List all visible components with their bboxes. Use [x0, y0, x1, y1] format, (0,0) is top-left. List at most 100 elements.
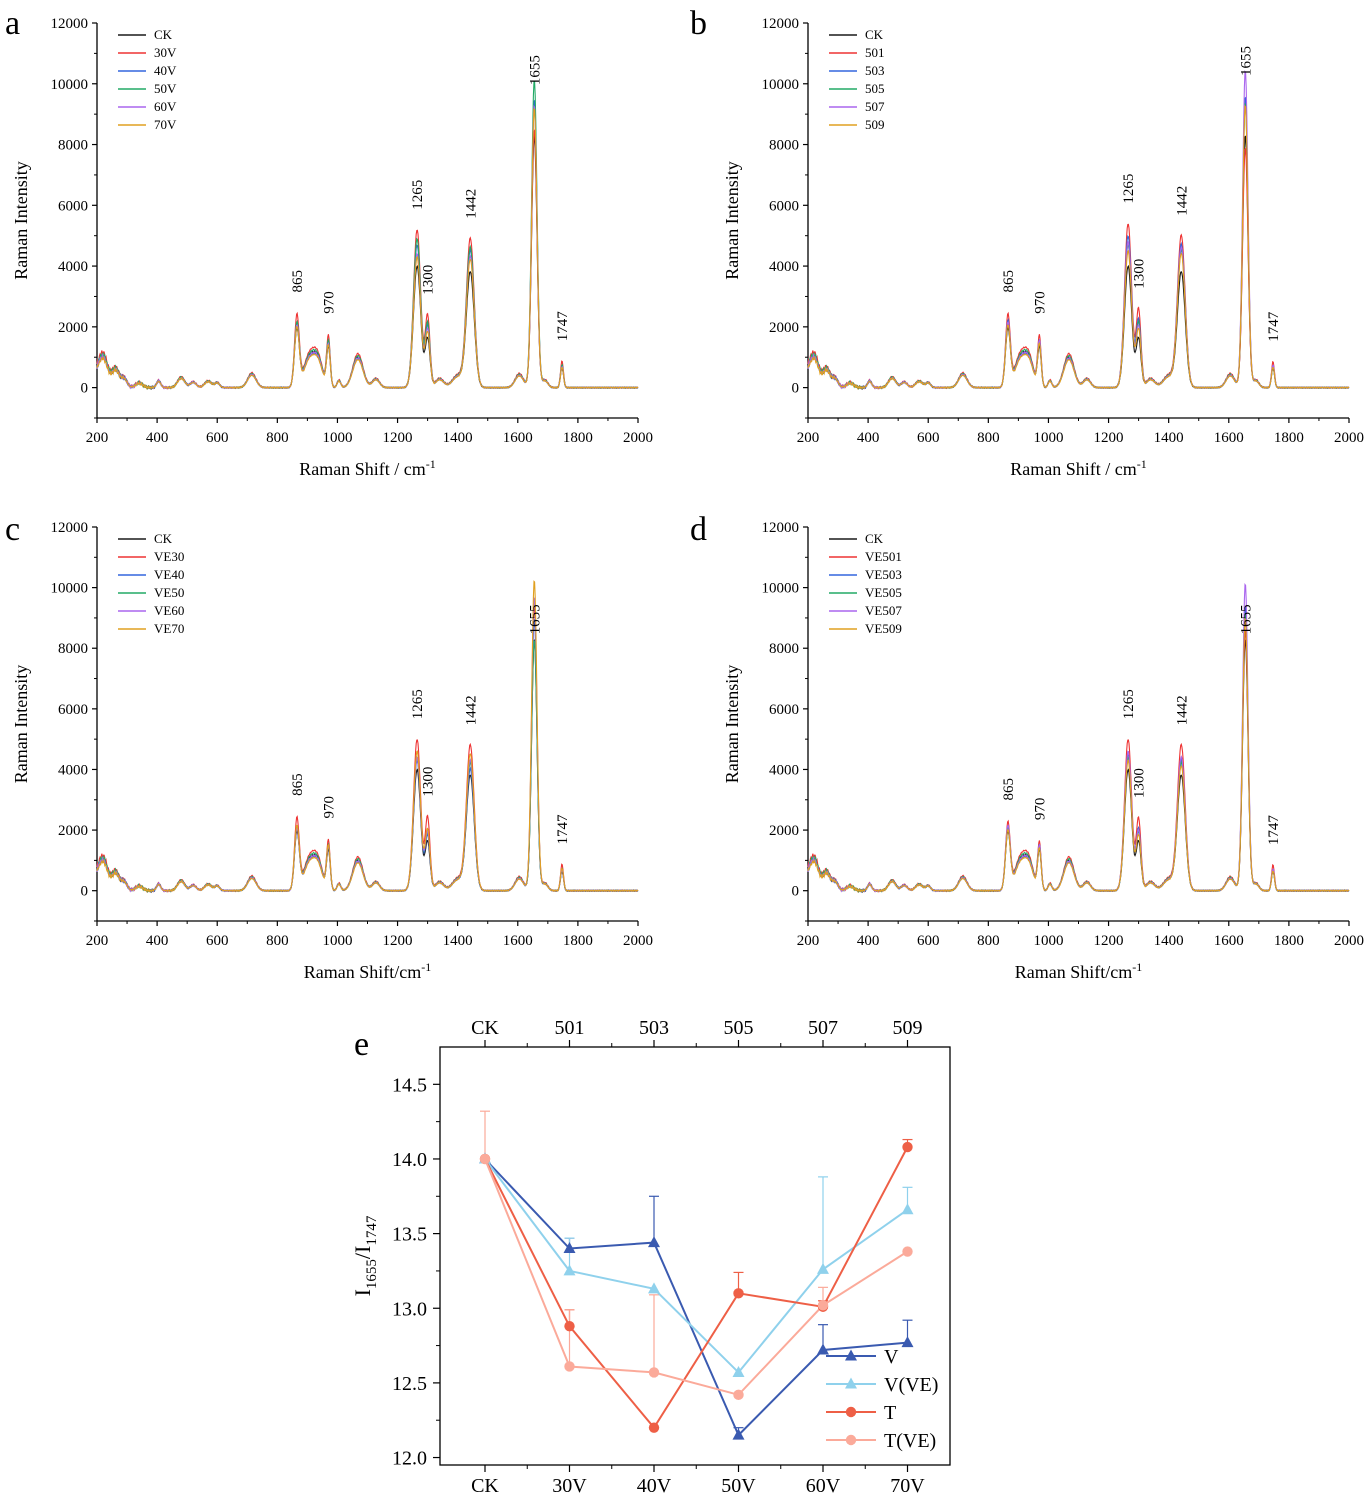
- legend-marker: [845, 1349, 857, 1361]
- series-line-T: [484, 1146, 909, 1430]
- spectrum-line-VE30: [96, 605, 639, 893]
- y-tick-label: 12000: [51, 16, 89, 32]
- y-axis-label: I1655/I1747: [350, 1215, 380, 1296]
- spectrum-line-VE501: [807, 629, 1350, 893]
- y-tick-label: 14.0: [392, 1149, 427, 1171]
- x-tick-label: 800: [977, 933, 1000, 949]
- x-tick-label: 1000: [322, 933, 352, 949]
- y-tick-label: 6000: [769, 198, 799, 214]
- x-tick-label-top: 503: [639, 1017, 669, 1039]
- legend-label: CK: [865, 531, 884, 546]
- data-point-T(VE): [564, 1361, 575, 1372]
- y-tick-label: 8000: [58, 138, 88, 154]
- legend-label: 509: [865, 117, 885, 132]
- spectrum-line-CK: [807, 639, 1349, 894]
- y-tick-label: 10000: [51, 77, 89, 93]
- x-axis-label: Raman Shift / cm-1: [299, 457, 435, 479]
- y-label-sub: 1747: [364, 1215, 380, 1246]
- spectrum-line-VE50: [96, 640, 639, 893]
- y-label-part: I: [350, 1289, 375, 1296]
- y-tick-label: 8000: [58, 641, 88, 657]
- peak-label-1265: 1265: [410, 180, 426, 210]
- spectrum-line-VE509: [807, 617, 1350, 893]
- y-tick-label: 6000: [58, 198, 88, 214]
- x-tick-label: 800: [266, 430, 289, 446]
- spectrum-line-501: [807, 147, 1350, 390]
- data-point-T: [733, 1288, 744, 1299]
- panel-letter: e: [354, 1026, 369, 1063]
- y-tick-label: 13.5: [392, 1224, 427, 1246]
- legend-label: VE509: [865, 621, 902, 636]
- x-axis-label-main: Raman Shift / cm: [1010, 459, 1136, 479]
- y-tick-label: 12000: [51, 520, 89, 536]
- peak-label-1300: 1300: [1132, 768, 1148, 798]
- x-axis-label-superscript: -1: [1132, 960, 1142, 974]
- legend-label: VE70: [154, 621, 184, 636]
- x-tick-label: 400: [857, 933, 880, 949]
- legend-label: V(VE): [884, 1374, 938, 1396]
- peak-label-1265: 1265: [1121, 174, 1137, 204]
- spectrum-line-CK: [96, 135, 639, 390]
- x-tick-label: 800: [977, 430, 1000, 446]
- x-tick-label: 600: [206, 933, 229, 949]
- x-axis-label-superscript: -1: [426, 457, 436, 471]
- spectrum-panel-b: b 200 400 600 800 1000 1200 1400 1600 1800 2000 0 20…: [690, 5, 1364, 479]
- x-tick-label-top: 507: [808, 1017, 838, 1039]
- legend-marker: [845, 1406, 857, 1418]
- data-point-T: [648, 1422, 660, 1433]
- series-line-V(VE): [484, 1158, 909, 1374]
- y-tick-label: 12000: [762, 520, 800, 536]
- x-tick-label: 1400: [443, 430, 473, 446]
- panel-letter: d: [690, 511, 707, 548]
- y-tick-label: 12000: [762, 16, 800, 32]
- legend-label: 70V: [154, 117, 177, 132]
- x-tick-label: 1600: [503, 430, 533, 446]
- peak-label-970: 970: [321, 796, 337, 819]
- series-line-T(VE): [484, 1158, 909, 1396]
- legend-label: VE60: [154, 603, 184, 618]
- y-tick-label: 10000: [762, 581, 800, 597]
- data-point-T: [902, 1141, 913, 1153]
- peak-label-1655: 1655: [527, 55, 543, 85]
- legend-label: VE503: [865, 567, 902, 582]
- peak-label-1747: 1747: [555, 814, 571, 845]
- x-tick-label: 200: [797, 430, 820, 446]
- y-tick-label: 2000: [58, 320, 88, 336]
- spectrum-line-503: [807, 96, 1350, 391]
- y-tick-label: 8000: [769, 138, 799, 154]
- y-tick-label: 8000: [769, 641, 799, 657]
- x-tick-label: 2000: [1334, 430, 1364, 446]
- x-tick-label: 600: [917, 933, 940, 949]
- x-axis-label: Raman Shift/cm-1: [304, 960, 431, 982]
- x-tick-label: 1600: [503, 933, 533, 949]
- x-tick-label: 400: [857, 430, 880, 446]
- y-tick-label: 6000: [58, 702, 88, 718]
- legend-marker: [845, 1434, 857, 1446]
- x-axis-label-superscript: -1: [421, 960, 431, 974]
- peak-label-1442: 1442: [1174, 186, 1190, 216]
- x-tick-label-bottom: 60V: [806, 1475, 841, 1494]
- legend-label: 503: [865, 63, 885, 78]
- y-tick-label: 14.5: [392, 1074, 427, 1096]
- x-tick-label: 1400: [443, 933, 473, 949]
- x-tick-label: 1200: [383, 430, 413, 446]
- x-tick-label: 1600: [1214, 430, 1244, 446]
- x-tick-label: 800: [266, 933, 289, 949]
- x-tick-label: 1800: [1274, 933, 1304, 949]
- x-axis-label-superscript: -1: [1137, 457, 1147, 471]
- x-axis-label-main: Raman Shift / cm: [299, 459, 425, 479]
- plot-frame: [439, 1046, 951, 1466]
- legend-label: CK: [154, 27, 173, 42]
- x-tick-label: 1400: [1154, 933, 1184, 949]
- legend-label: VE507: [865, 603, 902, 618]
- x-tick-label-top: 505: [724, 1017, 754, 1039]
- y-label-sub: 1655: [364, 1259, 380, 1289]
- spectrum-panel-d: d 200 400 600 800 1000 1200 1400 1600 1800 2000 0 20…: [690, 511, 1364, 982]
- data-point-V: [563, 1242, 576, 1254]
- y-tick-label: 10000: [762, 77, 800, 93]
- y-tick-label: 2000: [769, 320, 799, 336]
- spectrum-line-VE503: [807, 606, 1350, 894]
- y-tick-label: 0: [81, 381, 89, 397]
- x-axis-label-main: Raman Shift/cm: [1015, 962, 1132, 982]
- spectrum-panel-a: a 200 400 600 800 1000 1200 1400 1600 1800 2000 0 20…: [5, 5, 653, 479]
